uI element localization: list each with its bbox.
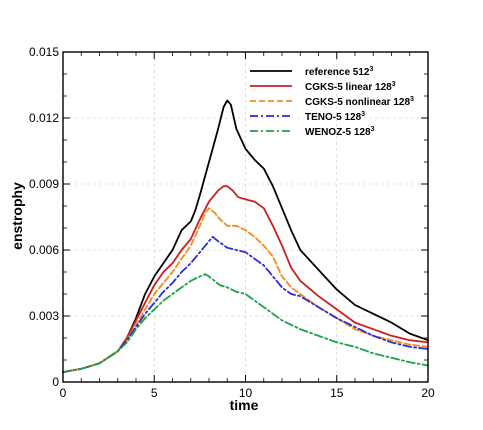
x-tick-label: 10 [239,386,253,400]
x-tick-label: 20 [421,386,435,400]
legend-label: CGKS-5 nonlinear 1283 [305,96,414,108]
legend-label: TENO-5 1283 [305,111,365,123]
legend-label: WENOZ-5 1283 [305,126,375,138]
series-line-4 [62,235,429,374]
x-tick-label: 5 [151,386,158,400]
y-tick-label: 0.012 [29,111,59,125]
series-line-5 [62,273,429,374]
axis-ticks [62,51,429,383]
y-tick-label: 0.009 [29,177,59,191]
y-tick-label: 0.003 [29,309,59,323]
grid [63,52,428,382]
x-tick-labels: 0 5 10 15 20 [60,386,435,400]
x-axis-title: time [230,397,259,413]
series-line-1 [62,99,429,374]
x-tick-label: 0 [60,386,67,400]
y-axis-title: enstrophy [9,182,25,250]
legend-label: CGKS-5 linear 1283 [305,81,396,93]
y-tick-label: 0.006 [29,243,59,257]
x-tick-label: 15 [330,386,344,400]
series-layer [62,99,429,374]
y-tick-labels: 0 0.003 0.006 0.009 0.012 0.015 [29,45,59,389]
legend-label: reference 5123 [305,66,374,78]
legend: reference 5123 CGKS-5 linear 1283 CGKS-5 n… [250,66,414,138]
y-tick-label: 0.015 [29,45,59,59]
y-tick-label: 0 [52,375,59,389]
series-line-2 [62,185,429,374]
